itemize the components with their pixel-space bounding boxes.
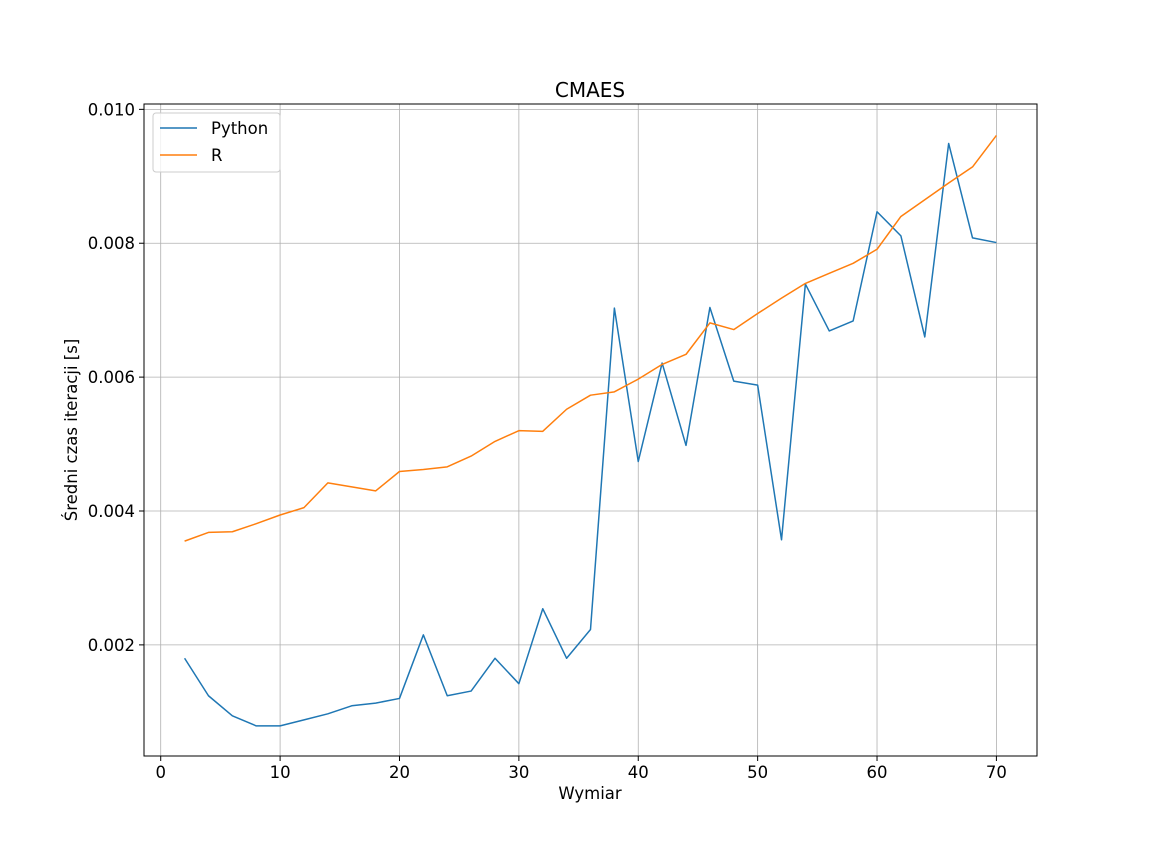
x-tick-label: 20 xyxy=(389,763,410,782)
grid-lines xyxy=(144,104,1037,756)
chart-title: CMAES xyxy=(555,78,625,102)
y-tick-label: 0.008 xyxy=(88,234,135,253)
x-tick-label: 0 xyxy=(155,763,166,782)
legend: Python R xyxy=(152,112,281,173)
axis-ticks: 0 10 20 30 40 50 60 70 0.002 0.004 0.006 0.008 0.010 xyxy=(88,100,1007,782)
x-tick-label: 60 xyxy=(867,763,888,782)
legend-label-python: Python xyxy=(211,119,268,138)
x-tick-label: 40 xyxy=(628,763,649,782)
x-axis-label: Wymiar xyxy=(558,784,622,803)
legend-label-r: R xyxy=(211,146,222,165)
series-line-r xyxy=(184,135,998,542)
x-tick-label: 10 xyxy=(270,763,291,782)
x-tick-label: 50 xyxy=(747,763,768,782)
y-tick-label: 0.004 xyxy=(88,502,135,521)
y-tick-label: 0.010 xyxy=(88,100,135,119)
x-tick-label: 30 xyxy=(508,763,529,782)
y-tick-label: 0.002 xyxy=(88,636,135,655)
y-axis-label: Średni czas iteracji [s] xyxy=(62,339,81,522)
y-tick-label: 0.006 xyxy=(88,368,135,387)
plot-frame xyxy=(143,103,1038,757)
series-lines xyxy=(183,135,998,727)
series-line-python xyxy=(183,142,997,727)
x-tick-label: 70 xyxy=(986,763,1007,782)
